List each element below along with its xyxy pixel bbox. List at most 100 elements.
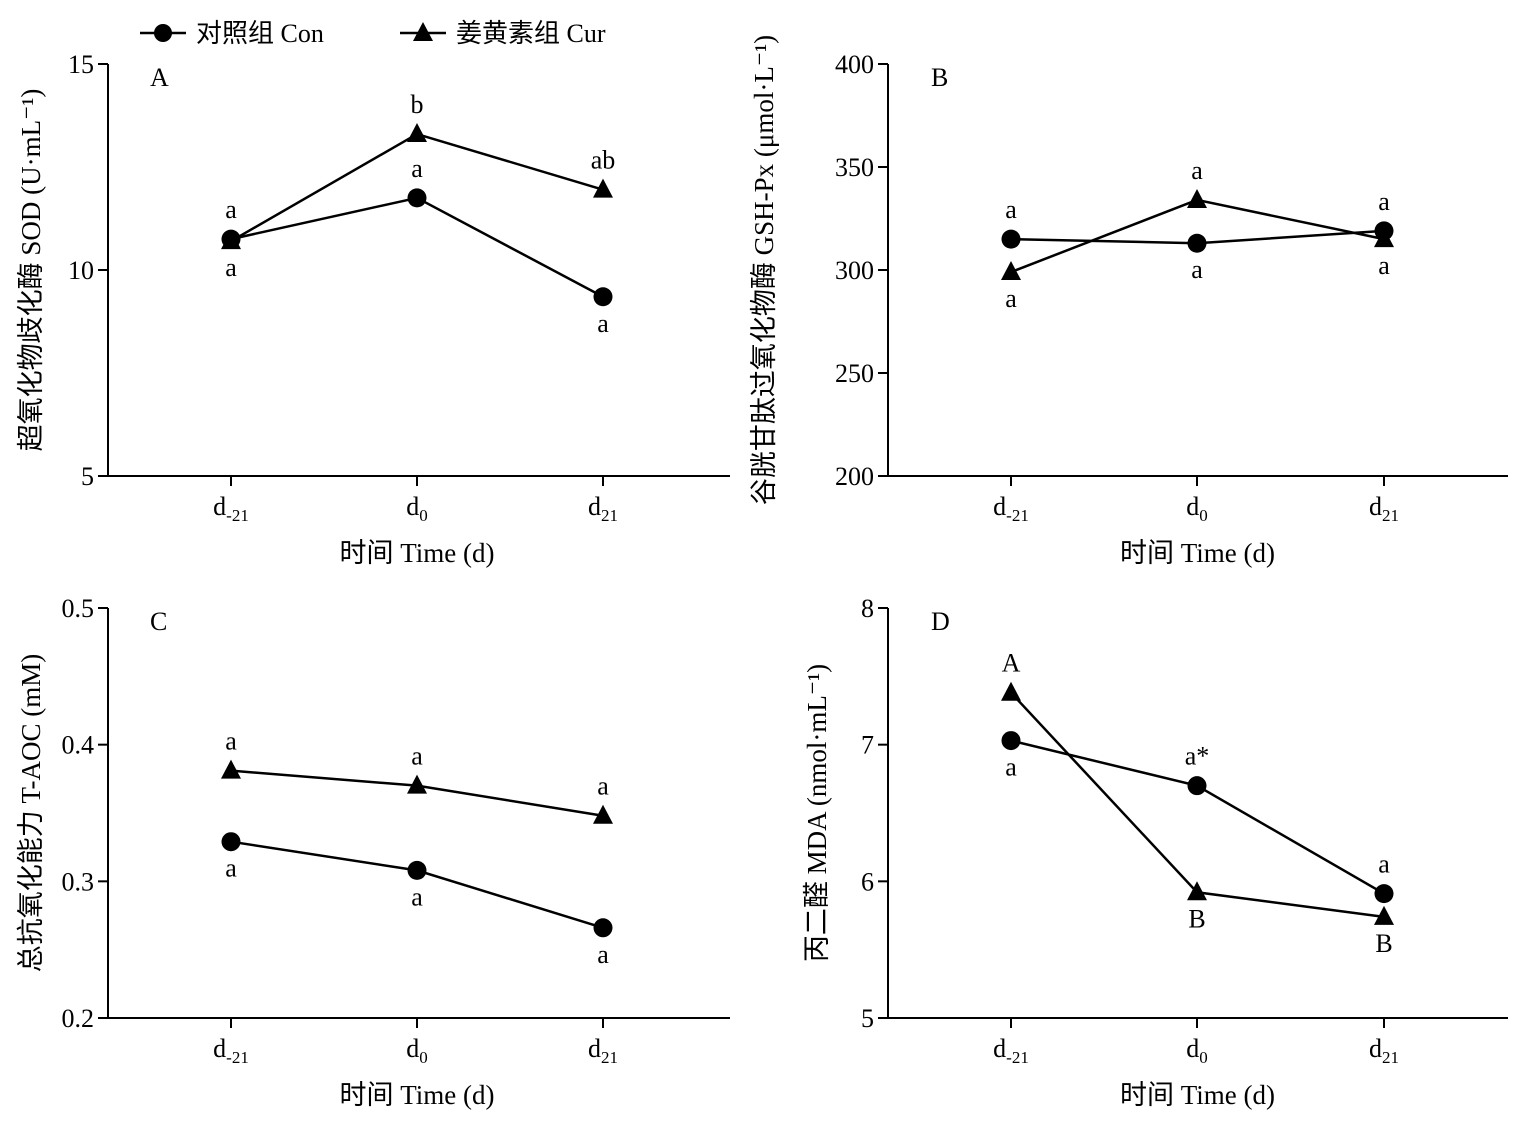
series-cur: a a a bbox=[1001, 156, 1394, 313]
y-tick-label: 0.3 bbox=[62, 867, 95, 896]
data-point bbox=[593, 287, 613, 307]
x-axis-title: 时间 Time (d) bbox=[1120, 1080, 1275, 1110]
y-axis-title: 总抗氧化能力 T-AOC (mM) bbox=[16, 654, 46, 973]
data-point bbox=[1001, 261, 1021, 281]
legend-con-label: 对照组 Con bbox=[196, 19, 324, 48]
panels: 5 10 15 d-21 d0 d21 时间 Time (d) 超氧化物歧化酶 SOD (U·… bbox=[16, 35, 1508, 1110]
panel-letter: D bbox=[931, 607, 950, 636]
data-label: a bbox=[597, 309, 609, 338]
data-label: a bbox=[225, 253, 237, 282]
series-con: a a a bbox=[1001, 187, 1394, 284]
x-tick-label: d21 bbox=[1369, 1034, 1399, 1067]
data-point bbox=[593, 178, 613, 198]
series-con: a a* a bbox=[1001, 731, 1394, 904]
y-axis-title: 谷胱甘肽过氧化物酶 GSH-Px (μmol·L⁻¹) bbox=[749, 35, 779, 505]
data-label: a bbox=[1191, 156, 1203, 185]
x-tick-label: d21 bbox=[588, 1034, 618, 1067]
data-point bbox=[407, 774, 427, 794]
data-label: A bbox=[1002, 649, 1021, 678]
data-point bbox=[1187, 233, 1207, 253]
x-tick-label: d21 bbox=[588, 492, 618, 525]
data-point bbox=[221, 230, 241, 250]
panel-letter: A bbox=[150, 63, 169, 92]
data-point bbox=[1374, 884, 1394, 904]
x-tick-label: d0 bbox=[1186, 1034, 1208, 1067]
data-label: a bbox=[411, 154, 423, 183]
panel-a: 5 10 15 d-21 d0 d21 时间 Time (d) 超氧化物歧化酶 SOD (U·… bbox=[16, 50, 730, 568]
x-tick-label: d0 bbox=[1186, 492, 1208, 525]
data-label: a bbox=[225, 195, 237, 224]
y-tick-label: 200 bbox=[835, 462, 874, 491]
legend: 对照组 Con 姜黄素组 Cur bbox=[140, 19, 606, 48]
data-point bbox=[1187, 881, 1207, 901]
panel-letter: B bbox=[931, 63, 948, 92]
series-cur: a a a bbox=[221, 727, 613, 824]
data-point bbox=[407, 860, 427, 880]
y-tick-label: 0.4 bbox=[62, 731, 95, 760]
data-point bbox=[1001, 229, 1021, 249]
series-cur: A B B bbox=[1001, 649, 1394, 958]
data-label: B bbox=[1375, 929, 1392, 958]
legend-con-marker bbox=[154, 24, 172, 42]
data-point bbox=[221, 832, 241, 852]
data-label: a bbox=[1005, 753, 1017, 782]
data-label: a* bbox=[1185, 742, 1210, 771]
y-tick-label: 10 bbox=[68, 256, 94, 285]
data-point bbox=[1001, 681, 1021, 701]
data-label: a bbox=[1005, 284, 1017, 313]
panel-b: 200 250 300 350 400 d-21 d0 d21 时间 Time (d) 谷胱甘肽过… bbox=[749, 35, 1508, 568]
data-label: a bbox=[1378, 850, 1390, 879]
data-point bbox=[1374, 228, 1394, 248]
y-tick-label: 5 bbox=[861, 1004, 874, 1033]
data-label: a bbox=[1378, 187, 1390, 216]
data-label: a bbox=[1378, 251, 1390, 280]
y-axis-title: 丙二醛 MDA (nmol·mL⁻¹) bbox=[802, 664, 832, 962]
legend-cur-marker bbox=[413, 22, 433, 41]
legend-cur-label: 姜黄素组 Cur bbox=[456, 19, 606, 48]
series-con: aaa bbox=[221, 154, 613, 338]
data-point bbox=[1001, 731, 1021, 751]
data-label: a bbox=[597, 772, 609, 801]
panel-c: 0.2 0.3 0.4 0.5 d-21 d0 d21 时间 Time (d) 总抗氧化能力 T… bbox=[16, 594, 730, 1110]
y-tick-label: 0.2 bbox=[62, 1004, 95, 1033]
data-label: ab bbox=[591, 146, 616, 175]
data-point bbox=[1187, 188, 1207, 208]
data-label: a bbox=[411, 882, 423, 911]
panel-d: 5 6 7 8 d-21 d0 d21 时间 Time (d) 丙二醛 MDA (nmol·mL… bbox=[802, 594, 1508, 1110]
y-axis-title: 超氧化物歧化酶 SOD (U·mL⁻¹) bbox=[16, 89, 46, 452]
y-tick-label: 6 bbox=[861, 867, 874, 896]
y-tick-label: 8 bbox=[861, 594, 874, 623]
data-label: a bbox=[225, 854, 237, 883]
series-line bbox=[230, 196, 604, 298]
data-label: a bbox=[1005, 195, 1017, 224]
data-label: a bbox=[411, 742, 423, 771]
data-point bbox=[593, 804, 613, 824]
x-tick-label: d-21 bbox=[993, 492, 1029, 525]
data-point bbox=[407, 123, 427, 143]
data-point bbox=[1187, 776, 1207, 796]
x-tick-label: d-21 bbox=[213, 1034, 249, 1067]
x-axis-title: 时间 Time (d) bbox=[339, 538, 494, 568]
series-con: a a a bbox=[221, 832, 613, 969]
x-tick-label: d0 bbox=[406, 492, 428, 525]
y-tick-label: 350 bbox=[835, 153, 874, 182]
series-line bbox=[230, 132, 604, 243]
x-tick-label: d21 bbox=[1369, 492, 1399, 525]
data-label: a bbox=[597, 940, 609, 969]
y-tick-label: 7 bbox=[861, 731, 874, 760]
x-tick-label: d0 bbox=[406, 1034, 428, 1067]
x-axis-title: 时间 Time (d) bbox=[339, 1080, 494, 1110]
x-tick-label: d-21 bbox=[993, 1034, 1029, 1067]
data-point bbox=[407, 188, 427, 208]
data-label: a bbox=[1191, 255, 1203, 284]
data-point bbox=[593, 918, 613, 938]
x-tick-label: d-21 bbox=[213, 492, 249, 525]
y-tick-label: 5 bbox=[81, 462, 94, 491]
y-tick-label: 400 bbox=[835, 50, 874, 79]
panel-letter: C bbox=[150, 607, 167, 636]
y-tick-label: 300 bbox=[835, 256, 874, 285]
data-label: B bbox=[1188, 904, 1205, 933]
y-tick-label: 0.5 bbox=[62, 594, 95, 623]
